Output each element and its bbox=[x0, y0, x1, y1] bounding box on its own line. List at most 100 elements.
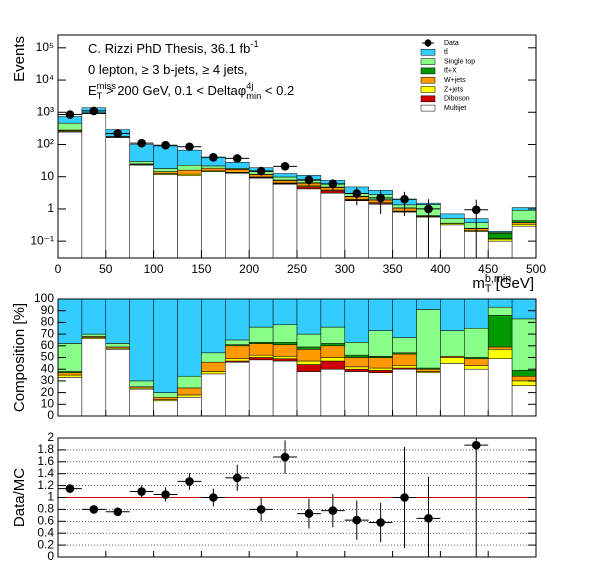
legend-label: Multijet bbox=[444, 105, 466, 112]
stack-segment bbox=[296, 346, 322, 350]
stack-segment bbox=[487, 240, 513, 259]
stack-segment bbox=[153, 400, 178, 417]
data-point bbox=[280, 162, 290, 171]
x-tick-label: 400 bbox=[430, 262, 450, 276]
stack-segment bbox=[272, 173, 298, 178]
x-tick-label: 450 bbox=[478, 262, 498, 276]
stack-segment bbox=[105, 349, 130, 417]
data-point bbox=[400, 493, 409, 502]
x-tick-label: 150 bbox=[191, 262, 211, 276]
data-point bbox=[352, 189, 362, 198]
stack-segment bbox=[511, 209, 537, 221]
y-axis-title: Events bbox=[11, 36, 28, 82]
annotation-part: 0 lepton, ≥ 3 b-jets, ≥ 4 jets, bbox=[88, 62, 248, 77]
stack-segment bbox=[225, 339, 250, 345]
stack-segment bbox=[511, 220, 537, 223]
x-axis-title: mb,min T [GeV] bbox=[472, 273, 534, 295]
stack-segment bbox=[511, 298, 537, 320]
stack-segment bbox=[201, 361, 226, 372]
legend-label: Z+jets bbox=[444, 86, 464, 93]
annotation-part: min bbox=[246, 91, 261, 101]
stack-segment bbox=[368, 330, 393, 357]
stack-segment bbox=[57, 122, 83, 131]
x-tick-label: 250 bbox=[287, 262, 307, 276]
stack-segment bbox=[177, 394, 202, 398]
data-point bbox=[352, 515, 362, 525]
x-tick-label: 100 bbox=[144, 262, 164, 276]
stack-segment bbox=[248, 177, 274, 259]
stack-segment bbox=[81, 298, 107, 335]
y-tick-label: 2 bbox=[47, 430, 54, 444]
stack-segment bbox=[511, 222, 537, 225]
annotation-part: miss bbox=[97, 81, 117, 91]
stack-segment bbox=[440, 213, 465, 219]
annotation-part: T bbox=[97, 91, 103, 101]
annotation: 0 lepton, ≥ 3 b-jets, ≥ 4 jets, bbox=[88, 62, 248, 77]
legend-marker bbox=[424, 39, 432, 47]
stack-segment bbox=[201, 371, 226, 375]
stack-segment bbox=[129, 161, 154, 165]
stack-segment bbox=[153, 168, 178, 172]
legend-label: Single top bbox=[444, 58, 475, 65]
data-point bbox=[304, 509, 314, 518]
legend-swatch bbox=[420, 67, 436, 75]
stack-segment bbox=[511, 318, 537, 371]
stack-segment bbox=[320, 343, 346, 347]
y-tick-label: 40 bbox=[41, 361, 55, 375]
stack-segment bbox=[487, 349, 513, 359]
data-point bbox=[400, 194, 409, 204]
y-tick-label: 10 bbox=[41, 396, 55, 410]
stack-segment bbox=[272, 180, 298, 184]
stack-segment bbox=[320, 345, 346, 358]
data-point bbox=[424, 204, 433, 214]
y-tick-label: 90 bbox=[41, 303, 55, 317]
stack-segment bbox=[57, 374, 83, 378]
data-point bbox=[185, 142, 194, 152]
stack-segment bbox=[511, 380, 537, 386]
stack-segment bbox=[320, 190, 346, 194]
stack-segment bbox=[320, 326, 346, 344]
stack-segment bbox=[272, 360, 298, 417]
stack-segment bbox=[511, 370, 537, 377]
data-point bbox=[471, 205, 481, 215]
stack-segment bbox=[368, 357, 393, 369]
annotation-part: -1 bbox=[250, 39, 258, 49]
stack-segment bbox=[57, 298, 83, 344]
stack-segment bbox=[344, 200, 369, 259]
stack-segment bbox=[368, 298, 393, 331]
y-tick-label: 20 bbox=[41, 385, 55, 399]
stack-segment bbox=[248, 359, 274, 417]
stack-segment bbox=[320, 298, 346, 328]
stack-segment bbox=[487, 315, 513, 348]
data-point bbox=[232, 154, 242, 163]
y-axis-title: Data/MC bbox=[11, 468, 28, 527]
stack-segment bbox=[296, 371, 322, 417]
stack-segment bbox=[320, 357, 346, 362]
y-tick-label: 10² bbox=[37, 137, 54, 151]
stack-segment bbox=[225, 345, 250, 359]
stack-segment bbox=[57, 372, 83, 376]
stack-segment bbox=[225, 358, 250, 362]
stack-segment bbox=[177, 387, 202, 396]
y-tick-label: 1.8 bbox=[37, 442, 54, 456]
x-axis-title-part: b,min bbox=[485, 273, 511, 285]
y-tick-label: 60 bbox=[41, 338, 55, 352]
x-tick-label: 350 bbox=[383, 262, 403, 276]
stack-segment bbox=[105, 343, 130, 348]
legend-swatch bbox=[420, 104, 436, 112]
stack-segment bbox=[272, 298, 298, 325]
data-point bbox=[232, 473, 242, 483]
stack-segment bbox=[225, 298, 250, 341]
stack-segment bbox=[392, 298, 417, 338]
stack-segment bbox=[344, 371, 369, 417]
stack-segment bbox=[416, 298, 441, 310]
stack-segment bbox=[272, 324, 298, 343]
y-tick-label: 10⁵ bbox=[36, 40, 54, 54]
y-tick-label: 0 bbox=[47, 549, 54, 563]
stack-segment bbox=[344, 298, 369, 343]
stack-segment bbox=[177, 397, 202, 417]
stack-segment bbox=[81, 113, 107, 259]
stack-segment bbox=[177, 169, 202, 175]
stack-segment bbox=[177, 175, 202, 259]
